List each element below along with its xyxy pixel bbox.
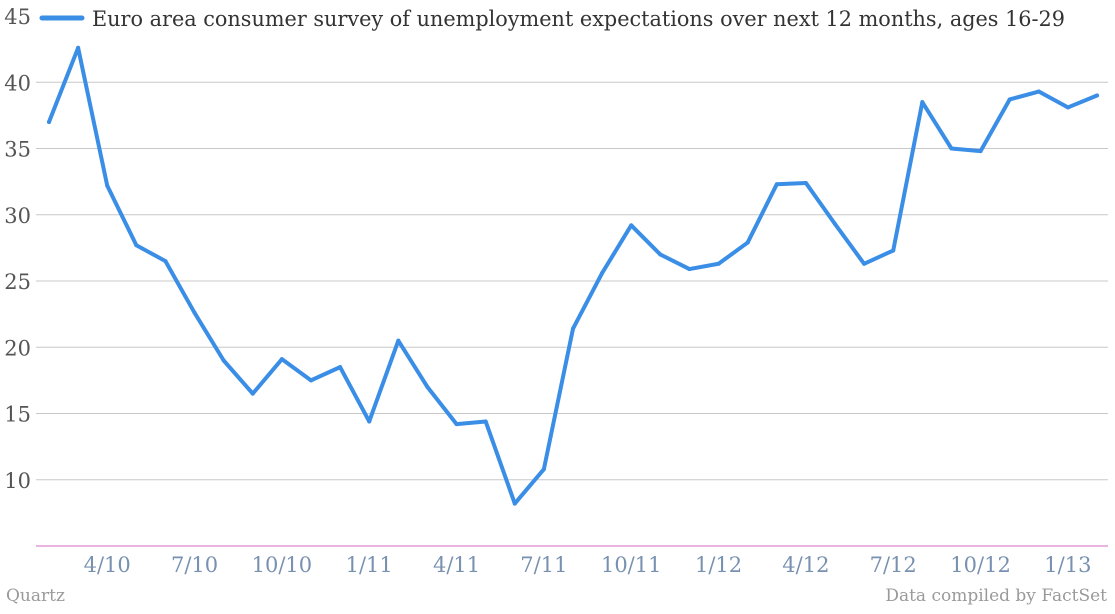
y-tick-label: 20 [4, 336, 31, 360]
y-tick-label: 45 [4, 5, 31, 29]
data-point [1095, 93, 1099, 98]
data-point [1065, 105, 1070, 110]
x-tick-label: 4/10 [84, 553, 131, 577]
y-tick-label: 10 [4, 469, 31, 493]
data-point [47, 120, 51, 124]
data-point [367, 419, 372, 424]
data-point [949, 146, 954, 151]
y-tick-label: 15 [4, 403, 31, 427]
y-tick-label: 30 [4, 204, 31, 228]
data-point [629, 223, 634, 228]
data-point [512, 501, 517, 506]
x-tick-label: 1/11 [346, 553, 393, 577]
data-point [803, 180, 808, 185]
source-credit-left: Quartz [6, 586, 65, 606]
y-tick-label: 35 [4, 138, 31, 162]
data-point [192, 310, 197, 315]
data-point [774, 182, 779, 187]
data-point [338, 365, 343, 370]
data-point [425, 385, 430, 389]
data-point [687, 267, 692, 272]
x-tick-label: 4/11 [433, 553, 480, 577]
data-point [454, 422, 459, 427]
data-point [978, 149, 983, 154]
data-point [862, 261, 867, 266]
data-point [105, 183, 110, 188]
x-tick-label: 10/10 [252, 553, 313, 577]
data-point [279, 357, 284, 362]
data-point [309, 378, 313, 383]
x-tick-label: 7/12 [870, 553, 917, 577]
data-point [221, 358, 226, 363]
data-point [396, 338, 401, 343]
data-point [833, 222, 837, 227]
source-credit-right: Data compiled by FactSet [885, 586, 1107, 606]
data-point [163, 259, 168, 264]
data-point [600, 271, 605, 276]
data-point [76, 45, 81, 50]
x-tick-label: 7/11 [520, 553, 567, 577]
y-tick-label: 25 [4, 270, 31, 294]
data-point [1007, 97, 1012, 102]
legend: Euro area consumer survey of unemploymen… [39, 7, 1065, 31]
x-tick-label: 10/11 [601, 553, 662, 577]
x-tick-label: 7/10 [171, 553, 218, 577]
data-point [745, 240, 750, 245]
x-tick-label: 1/12 [695, 553, 742, 577]
data-point [250, 391, 255, 396]
data-point [716, 261, 721, 266]
x-tick-label: 4/12 [782, 553, 829, 577]
data-point [541, 467, 546, 472]
data-point [571, 326, 575, 331]
x-tick-label: 1/13 [1044, 553, 1091, 577]
data-point [483, 419, 488, 424]
data-point [920, 100, 925, 105]
x-tick-label: 10/12 [950, 553, 1011, 577]
data-point [658, 252, 663, 257]
y-tick-label: 40 [4, 71, 31, 95]
data-point [134, 243, 139, 248]
series-line [47, 45, 1099, 506]
legend-label: Euro area consumer survey of unemploymen… [92, 7, 1065, 31]
data-point [891, 248, 896, 253]
data-point [1036, 89, 1041, 94]
